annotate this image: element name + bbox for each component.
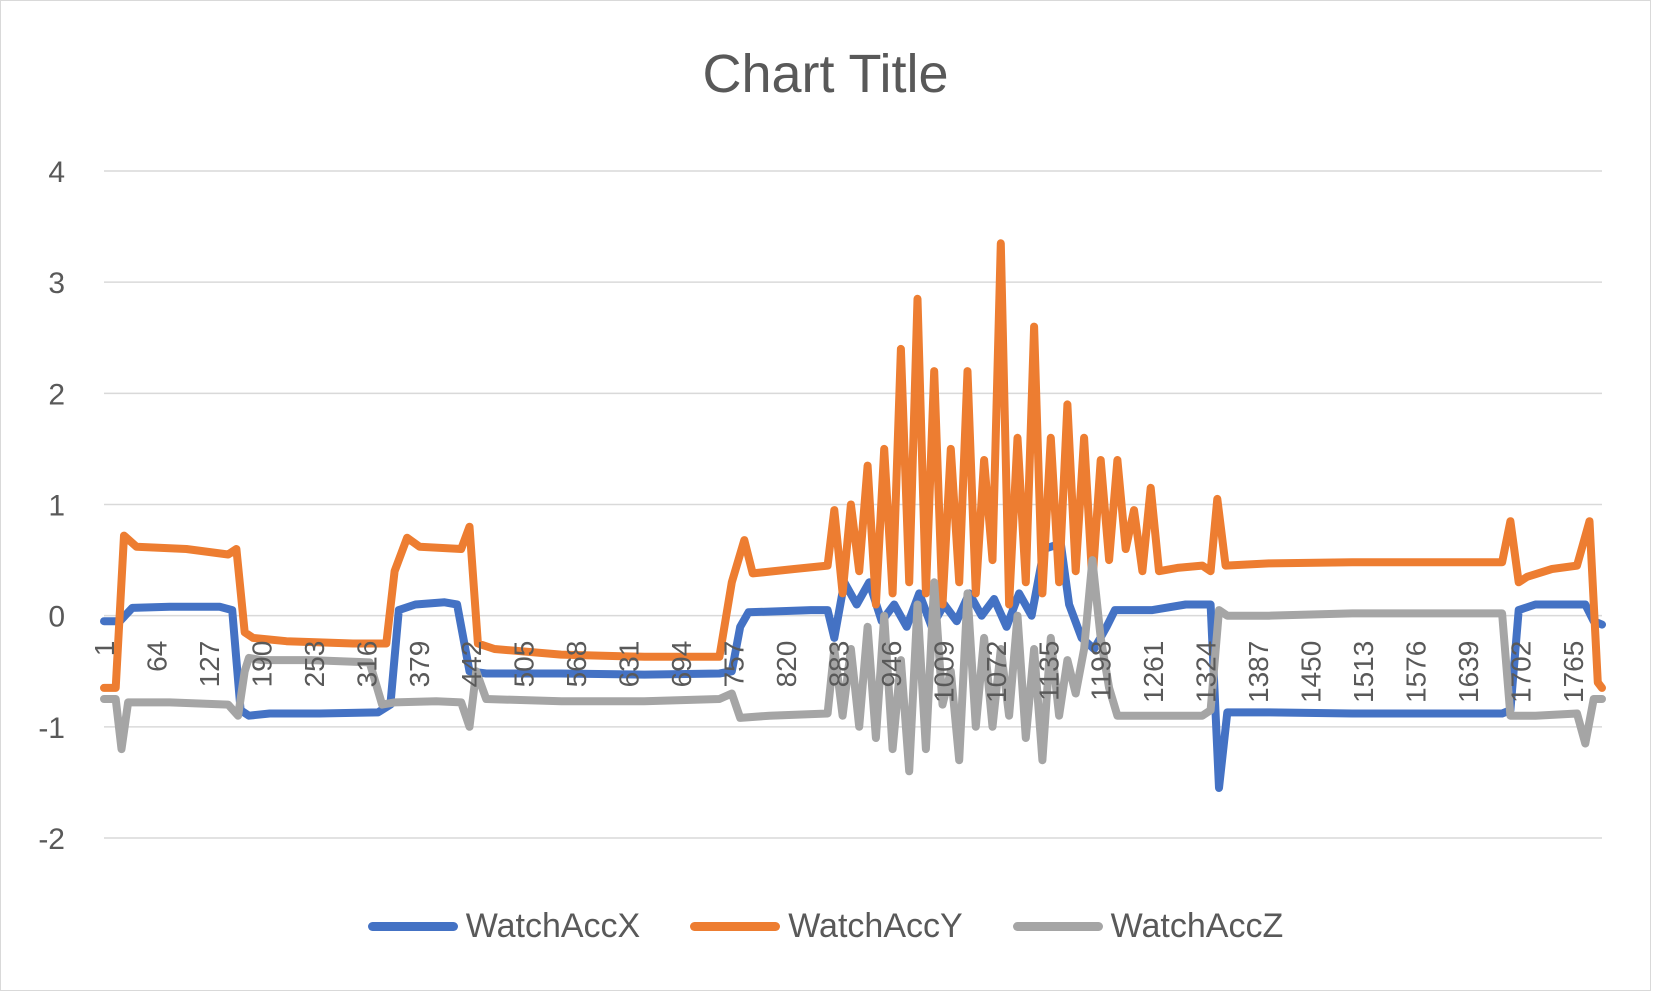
legend-swatch xyxy=(367,921,458,931)
x-tick-label: 1198 xyxy=(1086,641,1117,701)
x-tick-label: 127 xyxy=(194,641,225,688)
x-tick-label: 1009 xyxy=(928,641,959,703)
x-tick-label: 253 xyxy=(299,641,330,688)
x-tick-label: 1576 xyxy=(1401,641,1432,703)
legend: WatchAccX WatchAccY WatchAccZ xyxy=(1,901,1650,951)
x-tick-label: 1513 xyxy=(1348,641,1379,703)
x-tick-label: 379 xyxy=(404,641,435,688)
legend-label: WatchAccZ xyxy=(1110,906,1284,945)
legend-item: WatchAccY xyxy=(690,906,963,946)
legend-label: WatchAccX xyxy=(465,906,641,945)
y-tick-label: 0 xyxy=(48,601,65,634)
x-tick-label: 1450 xyxy=(1296,641,1327,703)
x-tick-label: 1 xyxy=(89,641,120,657)
x-tick-label: 631 xyxy=(614,641,645,688)
x-tick-label: 1639 xyxy=(1453,641,1484,703)
legend-swatch xyxy=(690,921,781,931)
legend-item: WatchAccZ xyxy=(1012,906,1284,946)
y-tick-label: 2 xyxy=(48,378,65,411)
y-tick-label: 1 xyxy=(48,490,65,523)
x-tick-label: 64 xyxy=(142,641,173,672)
x-tick-label: 694 xyxy=(666,641,697,688)
x-tick-label: 1135 xyxy=(1033,641,1064,701)
x-tick-label: 883 xyxy=(823,641,854,688)
y-tick-label: -1 xyxy=(38,712,65,745)
series-line-watchaccz xyxy=(100,556,1606,776)
chart-title: Chart Title xyxy=(702,44,949,104)
series-line-watchaccy xyxy=(100,239,1606,692)
x-tick-label: 1072 xyxy=(981,641,1012,703)
x-tick-label: 946 xyxy=(876,641,907,688)
x-tick-label: 190 xyxy=(246,641,277,688)
y-tick-label: 4 xyxy=(48,156,65,189)
legend-item: WatchAccX xyxy=(367,906,641,946)
x-tick-label: 1387 xyxy=(1243,641,1274,703)
x-tick-label: 1702 xyxy=(1505,641,1536,703)
legend-swatch xyxy=(1012,921,1103,931)
x-tick-label: 316 xyxy=(351,641,382,688)
x-tick-label: 1261 xyxy=(1138,641,1169,703)
legend-label: WatchAccY xyxy=(788,906,963,945)
x-tick-label: 568 xyxy=(561,641,592,688)
x-tick-label: 505 xyxy=(509,641,540,688)
x-tick-label: 1765 xyxy=(1558,641,1589,703)
x-tick-label: 1324 xyxy=(1191,641,1222,703)
y-tick-label: 3 xyxy=(48,267,65,300)
x-tick-label: 757 xyxy=(719,641,750,688)
x-tick-label: 820 xyxy=(771,641,802,688)
x-tick-label: 442 xyxy=(456,641,487,688)
y-tick-label: -2 xyxy=(38,823,65,856)
